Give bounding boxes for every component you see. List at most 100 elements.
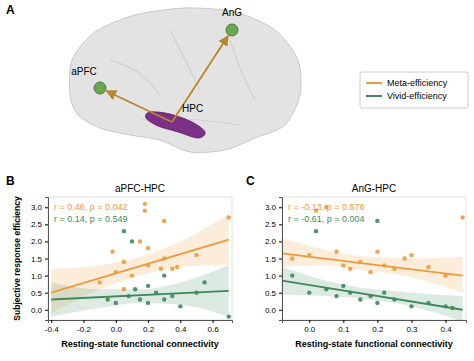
data-point (375, 249, 379, 253)
y-tick: 3.0 (31, 203, 48, 212)
data-point (426, 301, 430, 305)
y-tick-mark (279, 293, 282, 294)
data-point (358, 260, 362, 264)
data-point (358, 297, 362, 301)
data-point (178, 304, 182, 308)
y-tick: 1.0 (265, 272, 282, 281)
x-tick: 0.4 (175, 320, 187, 334)
x-tick-label: 0.2 (372, 325, 384, 334)
x-tick-label: -0.2 (77, 325, 91, 334)
x-tick-mark (148, 320, 149, 323)
data-point (348, 267, 352, 271)
y-tick-mark (45, 241, 48, 242)
x-axis-title: Resting-state functional connectivity (61, 339, 219, 349)
data-point (114, 301, 118, 305)
data-point (122, 260, 126, 264)
connection-arrow (106, 91, 172, 122)
data-point (290, 256, 294, 260)
x-tick: -0.2 (77, 320, 91, 334)
stat-annotation: r = 0.14, p = 0.549 (54, 214, 128, 224)
y-tick-mark (279, 207, 282, 208)
y-tick-mark (45, 259, 48, 260)
panel-label: B (6, 174, 15, 188)
y-tick: 2.5 (265, 220, 282, 229)
chart-panel: 0.00.10.20.30.40.00.51.01.52.02.53.0CAnG… (246, 174, 467, 349)
data-point (409, 304, 413, 308)
data-point (138, 297, 142, 301)
data-point (146, 246, 150, 250)
data-point (106, 297, 110, 301)
x-tick-label: 0.1 (338, 325, 350, 334)
x-tick-label: 0.0 (111, 325, 123, 334)
data-point (227, 314, 231, 318)
stat-annotation: r = -0.61, p = 0.004 (288, 214, 365, 224)
data-point (143, 208, 147, 212)
figure: AaPFCAnGHPC-0.4-0.20.00.20.40.60.00.51.0… (0, 0, 474, 361)
y-tick-label: 0.0 (265, 306, 277, 315)
x-tick: 0.3 (406, 320, 418, 334)
data-point (202, 280, 206, 284)
legend-box (360, 72, 468, 108)
y-axis-line (279, 198, 283, 321)
stat-annotation: r = 0.46, p = 0.042 (54, 202, 128, 212)
data-point (382, 290, 386, 294)
x-tick-mark (51, 320, 52, 323)
y-axis: 0.00.51.01.52.02.53.0 (265, 198, 283, 321)
y-tick-label: 0.0 (31, 306, 43, 315)
brain-diagram: AaPFCAnGHPC (6, 3, 301, 153)
y-tick-label: 2.0 (265, 237, 277, 246)
panel-label: C (246, 174, 255, 188)
x-tick-label: 0.4 (440, 325, 452, 334)
x-tick-label: 0.2 (143, 325, 155, 334)
data-point (348, 290, 352, 294)
data-point (194, 253, 198, 257)
y-tick: 0.0 (31, 306, 48, 315)
data-point (375, 301, 379, 305)
regression-line (282, 253, 463, 275)
x-tick-mark (213, 320, 214, 323)
data-point (368, 270, 372, 274)
y-axis-title: Subjective response efficiency (12, 196, 22, 321)
y-tick-label: 0.5 (31, 289, 43, 298)
data-point (392, 297, 396, 301)
x-tick-mark (446, 320, 447, 323)
plot-area (282, 205, 465, 320)
x-tick-label: 0.6 (208, 325, 220, 334)
data-point (307, 290, 311, 294)
data-point (307, 253, 311, 257)
y-tick-label: 2.5 (31, 220, 43, 229)
y-tick-mark (279, 310, 282, 311)
data-point (110, 249, 114, 253)
data-point (227, 215, 231, 219)
y-tick-mark (45, 293, 48, 294)
data-point (194, 290, 198, 294)
y-tick: 1.5 (265, 255, 282, 264)
data-point (341, 263, 345, 267)
plot-frame (48, 197, 232, 320)
x-tick: 0.0 (304, 320, 316, 334)
x-tick: 0.0 (111, 320, 123, 334)
legend: Meta-efficiency Vivid-efficiency (360, 72, 468, 108)
data-point (170, 267, 174, 271)
data-point (127, 294, 131, 298)
data-point (392, 267, 396, 271)
y-tick-mark (279, 241, 282, 242)
x-tick-label: 0.0 (304, 325, 316, 334)
x-tick: 0.6 (208, 320, 220, 334)
data-point (162, 273, 166, 277)
data-point (443, 273, 447, 277)
data-point (426, 265, 430, 269)
legend-label: Meta-efficiency (387, 78, 448, 88)
data-point (402, 256, 406, 260)
data-point (170, 294, 174, 298)
x-tick-label: 0.3 (406, 325, 418, 334)
x-tick-mark (116, 320, 117, 323)
brain-sulcus (230, 40, 255, 100)
y-axis-line (45, 198, 49, 321)
x-tick-mark (180, 320, 181, 323)
regression-line (51, 240, 229, 293)
data-point (133, 287, 137, 291)
legend-label: Vivid-efficiency (387, 91, 447, 101)
x-tick-mark (84, 320, 85, 323)
brain-sulcus (170, 30, 200, 90)
